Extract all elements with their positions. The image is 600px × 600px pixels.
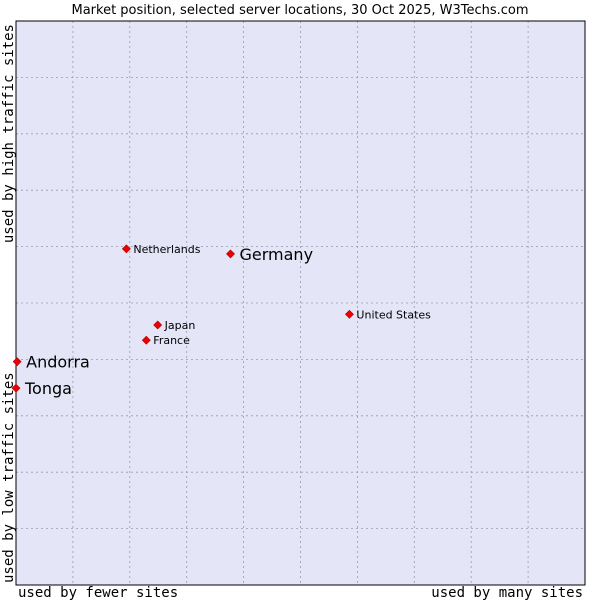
plot-border [15, 20, 586, 586]
data-point-andorra [12, 357, 22, 367]
data-label-tonga: Tonga [24, 379, 72, 398]
data-label-united-states: United States [356, 308, 431, 321]
data-point-france [141, 335, 151, 345]
data-point-germany [226, 249, 235, 259]
chart-title: Market position, selected server locatio… [71, 3, 528, 18]
data-point-netherlands [121, 244, 131, 254]
grid-lines [16, 21, 585, 585]
data-point-united-states [345, 309, 354, 319]
x-axis-label-left: used by fewer sites [18, 585, 178, 600]
data-points: Netherlands Germany United States Japan Fran… [11, 243, 431, 398]
data-label-germany: Germany [240, 245, 314, 264]
data-label-netherlands: Netherlands [133, 243, 200, 256]
x-axis-label-right: used by many sites [431, 585, 583, 600]
y-axis-label-top: used by high traffic sites [1, 24, 17, 243]
data-label-france: France [153, 334, 190, 347]
data-label-japan: Japan [164, 319, 196, 332]
data-point-tonga [11, 383, 21, 393]
y-axis-label-bottom: used by low traffic sites [1, 372, 17, 583]
data-label-andorra: Andorra [26, 353, 90, 372]
data-point-japan [153, 320, 163, 330]
